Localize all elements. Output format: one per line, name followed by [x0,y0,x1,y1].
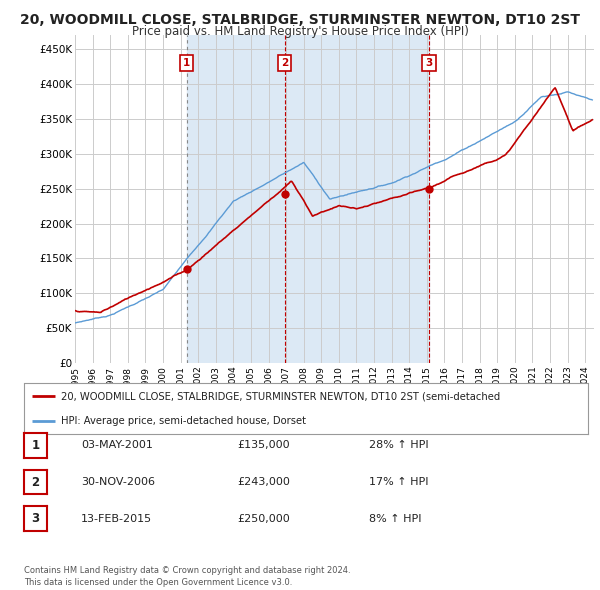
Text: Price paid vs. HM Land Registry's House Price Index (HPI): Price paid vs. HM Land Registry's House … [131,25,469,38]
Text: Contains HM Land Registry data © Crown copyright and database right 2024.
This d: Contains HM Land Registry data © Crown c… [24,566,350,587]
Text: HPI: Average price, semi-detached house, Dorset: HPI: Average price, semi-detached house,… [61,416,305,426]
Bar [285,35,429,363]
Text: 20, WOODMILL CLOSE, STALBRIDGE, STURMINSTER NEWTON, DT10 2ST: 20, WOODMILL CLOSE, STALBRIDGE, STURMINS… [20,13,580,27]
Text: 3: 3 [31,512,40,525]
Text: 3: 3 [425,58,433,68]
Text: 20, WOODMILL CLOSE, STALBRIDGE, STURMINSTER NEWTON, DT10 2ST (semi-detached: 20, WOODMILL CLOSE, STALBRIDGE, STURMINS… [61,391,500,401]
Text: 28% ↑ HPI: 28% ↑ HPI [369,441,428,450]
Text: 30-NOV-2006: 30-NOV-2006 [81,477,155,487]
Bar [187,35,285,363]
Text: 2: 2 [31,476,40,489]
Text: £135,000: £135,000 [237,441,290,450]
Text: £250,000: £250,000 [237,514,290,523]
Text: 17% ↑ HPI: 17% ↑ HPI [369,477,428,487]
Text: 03-MAY-2001: 03-MAY-2001 [81,441,153,450]
Text: £243,000: £243,000 [237,477,290,487]
Text: 13-FEB-2015: 13-FEB-2015 [81,514,152,523]
Text: 2: 2 [281,58,289,68]
Text: 1: 1 [31,439,40,452]
Text: 1: 1 [183,58,190,68]
Text: 8% ↑ HPI: 8% ↑ HPI [369,514,421,523]
